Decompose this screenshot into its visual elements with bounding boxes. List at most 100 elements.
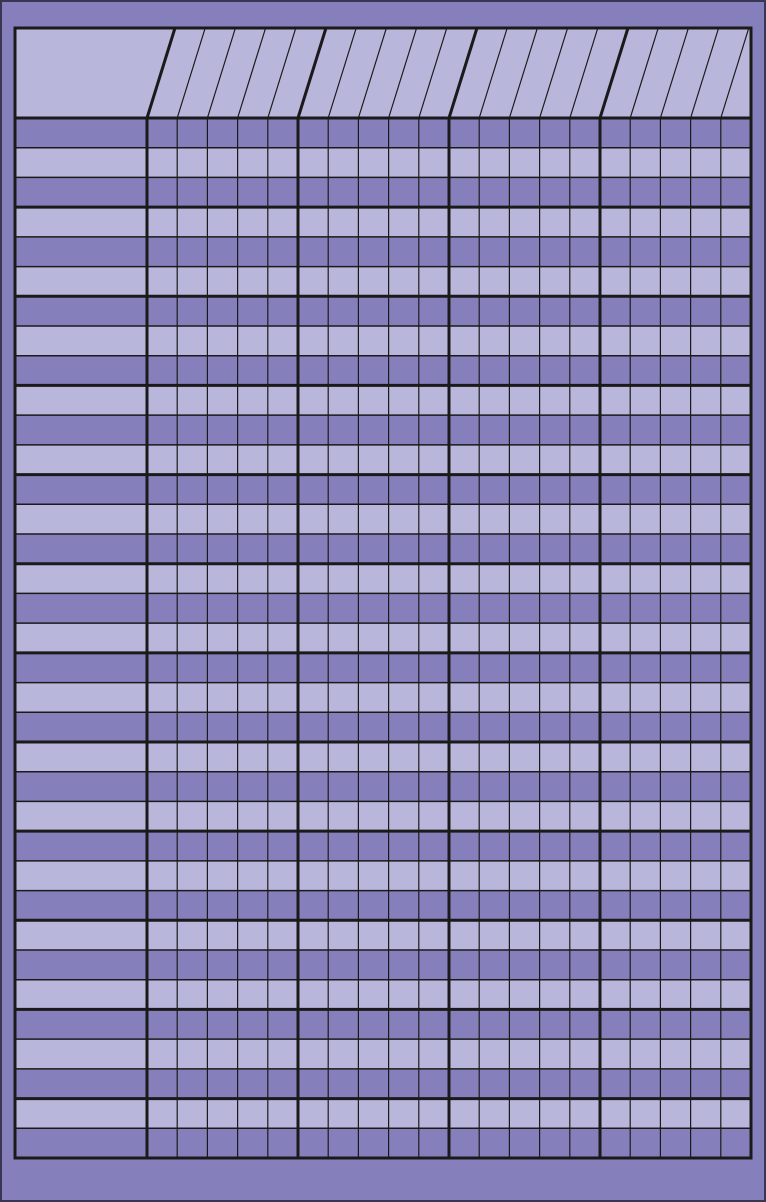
grid-cell [418, 385, 449, 416]
grid-cell [147, 920, 178, 950]
grid-cell [147, 296, 178, 326]
grid-cell [207, 355, 238, 386]
grid-cell [207, 920, 238, 950]
grid-cell [479, 266, 510, 297]
grid-cell [569, 652, 600, 683]
name-cell [15, 801, 147, 832]
grid-cell [720, 147, 751, 178]
grid-cell [630, 326, 661, 356]
name-cell [15, 1098, 147, 1129]
grid-cell [328, 296, 359, 326]
grid-cell [418, 801, 449, 832]
grid-cell [267, 771, 298, 802]
grid-cell [237, 118, 268, 148]
name-cell [15, 207, 147, 237]
grid-cell [449, 652, 480, 683]
grid-cell [298, 979, 329, 1010]
grid-cell [418, 147, 449, 178]
grid-cell [630, 1098, 661, 1129]
grid-cell [569, 920, 600, 950]
header-slant-line [690, 27, 720, 119]
grid-cell [147, 444, 178, 475]
grid-cell [418, 118, 449, 148]
grid-cell [479, 801, 510, 832]
grid-cell [358, 415, 389, 445]
grid-cell [479, 296, 510, 326]
name-cell [15, 593, 147, 624]
grid-cell [388, 890, 419, 921]
grid-cell [660, 682, 691, 713]
grid-cell [479, 890, 510, 921]
grid-cell [720, 266, 751, 297]
grid-cell [630, 860, 661, 891]
grid-cell [690, 771, 721, 802]
grid-cell [418, 712, 449, 742]
grid-cell [237, 652, 268, 683]
grid-cell [539, 147, 570, 178]
grid-cell [388, 831, 419, 861]
grid-cell [177, 266, 208, 297]
grid-cell [449, 860, 480, 891]
grid-cell [177, 652, 208, 683]
grid-cell [569, 1068, 600, 1099]
name-cell [15, 563, 147, 594]
grid-cell [418, 563, 449, 594]
grid-cell [539, 385, 570, 416]
grid-cell [328, 920, 359, 950]
grid-cell [328, 385, 359, 416]
grid-cell [539, 890, 570, 921]
grid-cell [479, 771, 510, 802]
grid-cell [207, 534, 238, 564]
grid-cell [298, 652, 329, 683]
grid-cell [569, 890, 600, 921]
grid-cell [207, 623, 238, 653]
grid-cell [418, 593, 449, 624]
grid-cell [267, 444, 298, 475]
grid-cell [328, 950, 359, 980]
grid-cell [569, 742, 600, 772]
grid-cell [298, 742, 329, 772]
grid-cell [418, 326, 449, 356]
grid-cell [509, 1098, 540, 1129]
grid-cell [418, 771, 449, 802]
grid-cell [479, 920, 510, 950]
grid-cell [660, 593, 691, 624]
grid-cell [569, 534, 600, 564]
grid-cell [479, 207, 510, 237]
grid-cell [720, 296, 751, 326]
grid-cell [660, 236, 691, 267]
name-cell [15, 682, 147, 713]
grid-cell [539, 326, 570, 356]
grid-cell [660, 474, 691, 505]
grid-cell [600, 296, 631, 326]
grid-cell [328, 860, 359, 891]
grid-cell [177, 712, 208, 742]
grid-cell [358, 1098, 389, 1129]
grid-cell [449, 444, 480, 475]
grid-cell [660, 890, 691, 921]
grid-cell [660, 860, 691, 891]
grid-cell [509, 771, 540, 802]
grid-cell [147, 742, 178, 772]
grid-cell [690, 920, 721, 950]
grid-cell [600, 1009, 631, 1040]
grid-cell [600, 118, 631, 148]
grid-cell [237, 1068, 268, 1099]
grid-cell [690, 831, 721, 861]
grid-cell [267, 266, 298, 297]
grid-cell [147, 504, 178, 534]
grid-cell [660, 207, 691, 237]
header-slant-line [539, 27, 569, 119]
grid-cell [569, 326, 600, 356]
header-slant-line [629, 27, 659, 119]
grid-cell [177, 444, 208, 475]
grid-cell [509, 444, 540, 475]
grid-cell [449, 831, 480, 861]
grid-cell [147, 236, 178, 267]
grid-cell [479, 563, 510, 594]
grid-cell [298, 207, 329, 237]
name-cell [15, 296, 147, 326]
grid-cell [690, 1098, 721, 1129]
grid-cell [630, 504, 661, 534]
grid-cell [298, 415, 329, 445]
